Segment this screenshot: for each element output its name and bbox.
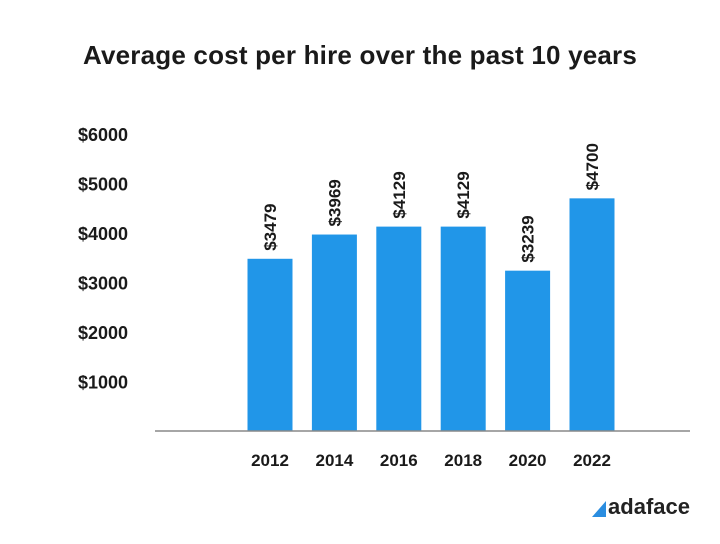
value-labels: $3479 $3969 $4129 $4129 $3239 $4700 <box>261 143 602 263</box>
value-label: $4129 <box>454 171 473 218</box>
bar-2022 <box>569 198 615 431</box>
value-label: $4129 <box>390 171 409 218</box>
x-axis: 2012 2014 2016 2018 2020 2022 <box>251 451 611 470</box>
x-tick-label: 2016 <box>380 451 418 470</box>
y-tick-label: $1000 <box>78 373 128 393</box>
value-label: $4700 <box>583 143 602 190</box>
bar-2016 <box>376 226 422 431</box>
bar-2014 <box>311 234 357 431</box>
y-tick-label: $5000 <box>78 175 128 195</box>
logo-text: adaface <box>608 494 690 519</box>
value-label: $3239 <box>519 215 538 262</box>
x-tick-label: 2022 <box>573 451 611 470</box>
bar-2018 <box>440 226 486 431</box>
x-tick-label: 2014 <box>315 451 353 470</box>
bar-2012 <box>247 258 293 431</box>
y-tick-label: $4000 <box>78 224 128 244</box>
value-label: $3969 <box>325 179 344 226</box>
bar-2020 <box>505 270 551 431</box>
adaface-logo-icon <box>592 500 607 517</box>
value-label: $3479 <box>261 204 280 251</box>
y-tick-label: $2000 <box>78 323 128 343</box>
y-tick-label: $6000 <box>78 125 128 145</box>
adaface-logo: adaface <box>592 494 690 520</box>
y-tick-label: $3000 <box>78 274 128 294</box>
x-tick-label: 2012 <box>251 451 289 470</box>
chart-title: Average cost per hire over the past 10 y… <box>82 40 638 70</box>
bars-group <box>247 198 615 431</box>
x-tick-label: 2018 <box>444 451 482 470</box>
y-axis: $1000 $2000 $3000 $4000 $5000 $6000 <box>78 125 128 393</box>
x-tick-label: 2020 <box>509 451 547 470</box>
